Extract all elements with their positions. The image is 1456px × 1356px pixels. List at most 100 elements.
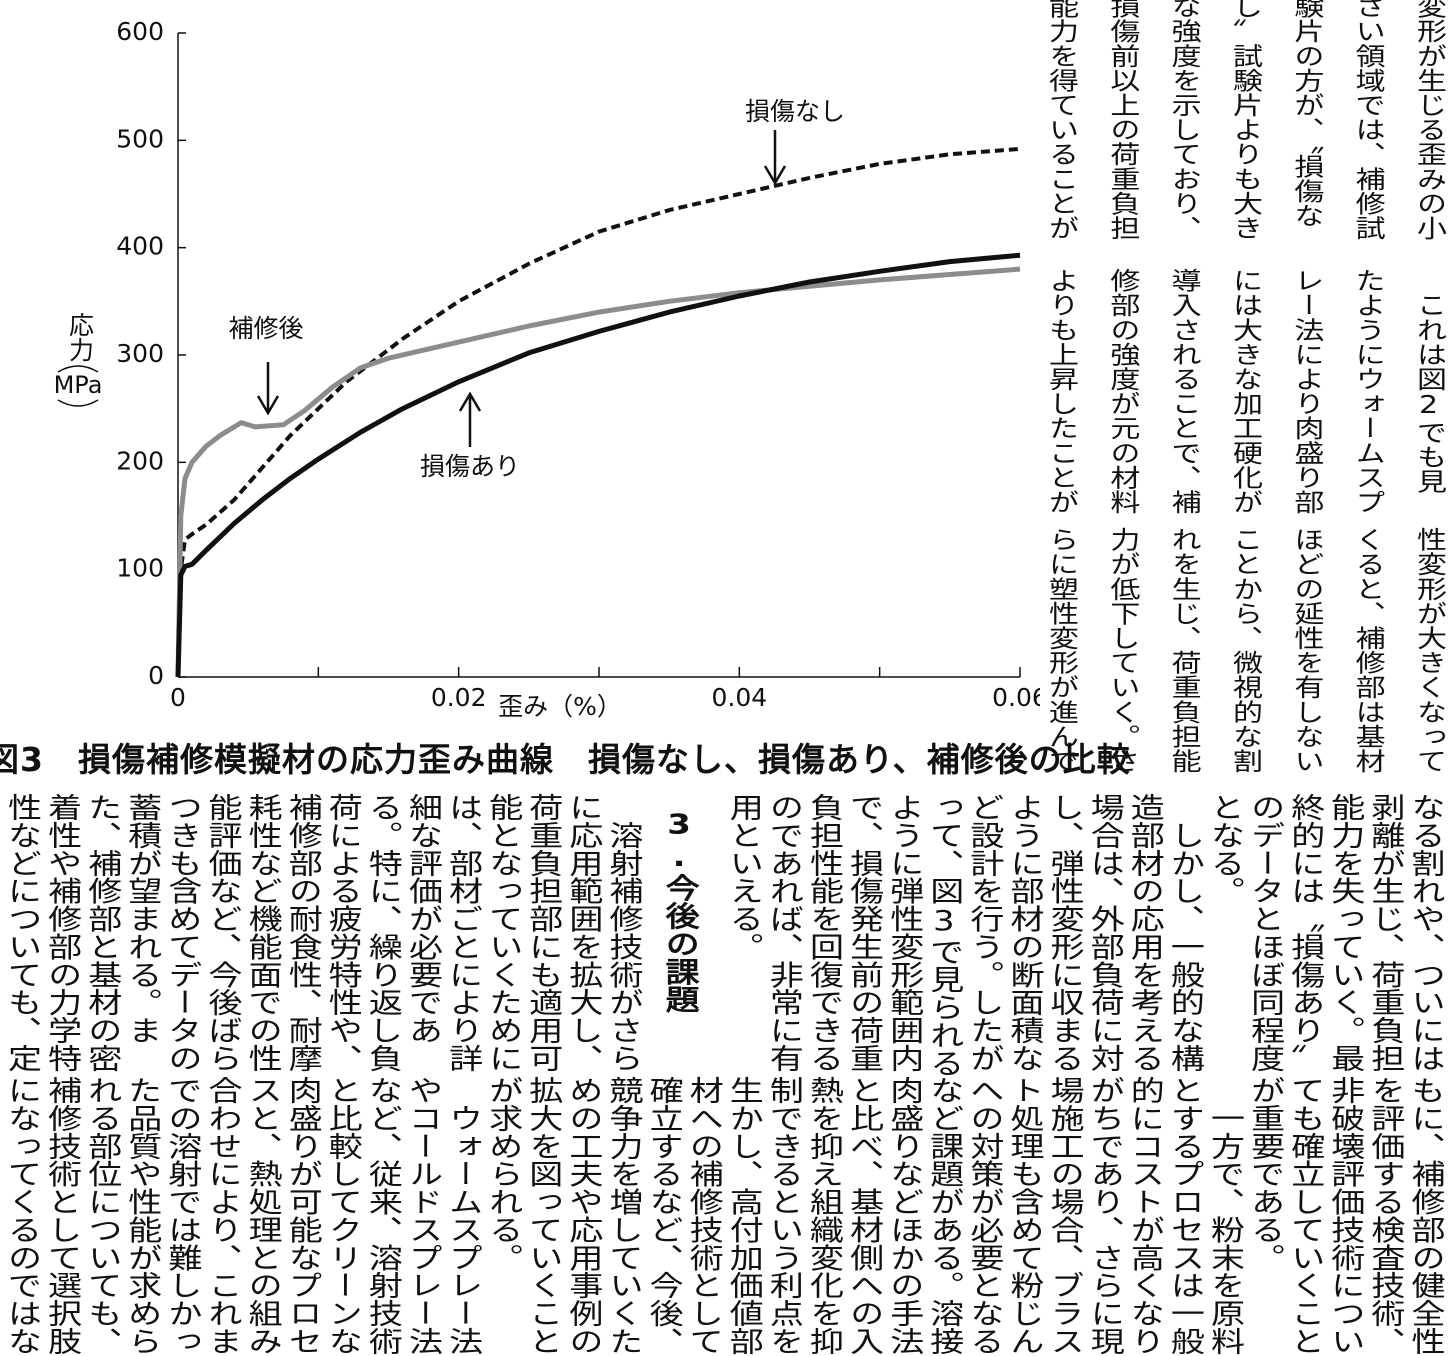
text-column: 験片の方が、〝損傷な	[1288, 0, 1324, 228]
text-column: 損傷前以上の荷重負担	[1104, 0, 1140, 240]
text-column: がちであり、さらに現	[1084, 1076, 1125, 1355]
text-column: 補修技術として選択肢	[41, 1076, 82, 1355]
text-column: 場施工の場合、ブラス	[1044, 1076, 1085, 1355]
text-column: 的にコストが高くなり	[1124, 1076, 1165, 1355]
text-column: めの工夫や応用事例の	[562, 1076, 603, 1355]
text-column: ように部材の断面積な	[1004, 793, 1044, 1072]
text-column: し、弾性変形に収まる	[1044, 793, 1085, 1072]
text-column: 補修部の耐食性、耐摩	[282, 793, 323, 1072]
text-column: のであれば、非常に有	[763, 793, 804, 1072]
arrow	[458, 391, 482, 447]
text-column: やコールドスプレー法	[402, 1076, 443, 1355]
text-column: 制できるという利点を	[763, 1076, 804, 1355]
text-column: なる割れや、ついには	[1405, 793, 1445, 1072]
text-column: よりも上昇したことが	[1043, 268, 1078, 514]
y-tick-label: 600	[116, 17, 164, 46]
y-axis-unit: MPa	[54, 371, 103, 399]
y-tick-label: 200	[116, 446, 164, 475]
text-column: 場合は、外部負荷に対	[1084, 793, 1125, 1072]
text-column: 肉盛りなどほかの手法	[883, 1076, 924, 1355]
text-column: らに塑性変形が進んで	[1043, 527, 1078, 773]
arrow	[256, 362, 280, 416]
text-column: ほどの延性を有しない	[1288, 527, 1324, 773]
figure-caption: 図3 損傷補修模擬材の応力歪み曲線 損傷なし、損傷あり、補修後の比較	[0, 740, 1131, 779]
text-column: しかし、一般的な構	[1164, 793, 1205, 1072]
text-column: 造部材の応用を考える	[1124, 793, 1165, 1072]
text-column: スと、熱処理との組み	[242, 1076, 283, 1355]
text-column: た品質や性能が求めら	[121, 1076, 162, 1355]
text-column: もに、補修部の健全性	[1405, 1076, 1445, 1355]
paren	[57, 399, 99, 407]
text-column: と比較してクリーンな	[322, 1076, 363, 1355]
text-column: 非破壊評価技術につい	[1324, 1076, 1365, 1355]
text-column: る。特に、繰り返し負	[362, 793, 403, 1072]
text-column: への対策が必要となる	[963, 1076, 1004, 1355]
text-column: になってくるのではな	[1, 1076, 42, 1355]
text-column: れる部位についても、	[81, 1076, 122, 1355]
text-column: ウォームスプレー法	[442, 1076, 483, 1355]
y-tick-label: 400	[116, 232, 164, 261]
text-column: れを生じ、荷重負担能	[1165, 527, 1201, 773]
x-tick-label: 0.04	[711, 683, 767, 712]
text-column: 耗性など機能面での性	[242, 793, 283, 1072]
y-tick-label: 100	[116, 554, 164, 583]
text-column: となる。	[1204, 793, 1245, 905]
text-column: 能力を得ていることが	[1043, 0, 1078, 240]
x-axis-label: 歪み（%）	[498, 692, 622, 721]
y-tick-label: 300	[116, 339, 164, 368]
text-column: さい領域では、補修試	[1349, 0, 1385, 240]
text-column: は、部材ごとにより詳	[442, 793, 483, 1072]
annotation: 補修後	[228, 314, 303, 343]
text-column: 力が低下していく。さ	[1104, 527, 1140, 773]
text-column: 能力を失っていく。最	[1324, 793, 1365, 1072]
text-column: 性変形が大きくなって	[1411, 527, 1446, 773]
text-column: 一方で、粉末を原料	[1204, 1076, 1245, 1355]
x-tick-label: 0.02	[431, 683, 487, 712]
text-column: 細な評価が必要であ	[402, 793, 443, 1044]
text-column: が重要である。	[1244, 1076, 1285, 1272]
text-column: 荷重負担部にも適用可	[522, 793, 563, 1072]
text-column: 熱を抑え組織変化を抑	[803, 1076, 844, 1355]
text-column: で、損傷発生前の荷重	[843, 793, 884, 1072]
text-column: など課題がある。溶接	[923, 1076, 964, 1355]
text-column: な強度を示しており、	[1165, 0, 1201, 240]
text-column: ように弾性変形範囲内	[883, 793, 924, 1072]
text-column: など、従来、溶射技術	[362, 1076, 403, 1355]
text-column: には大きな加工硬化が	[1227, 268, 1262, 514]
text-column: 用といえる。	[723, 793, 764, 961]
text-column: と比べ、基材側への入	[843, 1076, 884, 1355]
text-column: 変形が生じる歪みの小	[1411, 0, 1446, 240]
y-tick-label: 500	[116, 124, 164, 153]
x-tick-label: 0.06	[992, 683, 1040, 712]
text-column: 競争力を増していくた	[603, 1076, 643, 1355]
text-column: 確立するなど、今後、	[643, 1076, 684, 1355]
text-column: とするプロセスは一般	[1164, 1076, 1205, 1355]
text-column: 材への補修技術として	[683, 1076, 724, 1355]
text-column: のデータとほぼ同程度	[1244, 793, 1285, 1072]
text-column: これは図2でも見	[1411, 268, 1446, 494]
text-column: 合わせにより、これま	[202, 1076, 242, 1355]
text-column: 肉盛りが可能なプロセ	[282, 1076, 323, 1355]
text-column: ど設計を行う。したが	[963, 793, 1004, 1072]
text-column: を評価する検査技術、	[1364, 1076, 1405, 1355]
section-heading: 3.今後の課題	[659, 808, 700, 1013]
text-column: ても確立していくこと	[1284, 1076, 1325, 1355]
y-tick-label: 0	[148, 661, 164, 690]
chart: 歪み（%） 応力 MPa 損傷なし 補修後 損傷あり 0 100 200 300 400…	[54, 17, 1040, 721]
annotation: 損傷なし	[745, 97, 845, 126]
text-column: 生かし、高付加価値部	[723, 1076, 764, 1355]
text-column: 溶射補修技術がさら	[603, 793, 643, 1072]
text-column: が求められる。	[482, 1076, 523, 1272]
paren	[57, 365, 99, 373]
text-column: 蓄積が望まれる。ま	[121, 793, 162, 1044]
text-column: 修部の強度が元の材料	[1104, 268, 1140, 514]
text-column: 能となっていくために	[482, 793, 523, 1072]
annotation: 損傷あり	[420, 452, 520, 481]
text-column: に応用範囲を拡大し、	[562, 793, 603, 1072]
text-column: 能評価など、今後ばら	[202, 793, 242, 1072]
text-column: た、補修部と基材の密	[81, 793, 122, 1072]
text-column: 剥離が生じ、荷重負担	[1364, 793, 1405, 1072]
text-column: 着性や補修部の力学特	[41, 793, 82, 1072]
y-axis-label: 応力	[66, 312, 95, 362]
